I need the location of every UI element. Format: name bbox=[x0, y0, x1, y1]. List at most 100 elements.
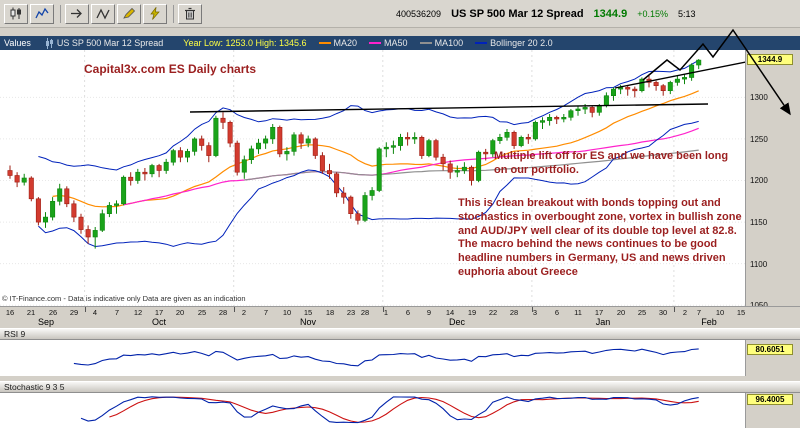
contract-id: 400536209 bbox=[396, 9, 442, 19]
rsi-panel: 80.6051 bbox=[0, 340, 800, 376]
date-tick-label: 25 bbox=[197, 308, 207, 317]
month-tick bbox=[85, 307, 86, 312]
month-label: Jan bbox=[595, 317, 611, 327]
legend-ma100-label: MA100 bbox=[434, 38, 464, 48]
price-tick-label: 1150 bbox=[750, 218, 768, 227]
date-tick-label: 16 bbox=[5, 308, 15, 317]
price-axis: 1344.9 1300 1250 1200 1150 1100 1050 bbox=[745, 50, 800, 310]
date-tick-label: 23 bbox=[346, 308, 356, 317]
legend-ma50-label: MA50 bbox=[384, 38, 408, 48]
month-label: Feb bbox=[701, 317, 717, 327]
date-tick-label: 3 bbox=[532, 308, 538, 317]
stochastic-canvas[interactable] bbox=[0, 393, 745, 428]
ma20-line bbox=[52, 90, 699, 208]
trendline-tool-icon bbox=[96, 8, 110, 20]
price-tick-label: 1250 bbox=[750, 135, 768, 144]
date-tick-label: 12 bbox=[133, 308, 143, 317]
trendline-2[interactable] bbox=[614, 61, 745, 89]
date-tick-label: 19 bbox=[467, 308, 477, 317]
candlestick-icon bbox=[10, 7, 21, 20]
date-tick-label: 25 bbox=[637, 308, 647, 317]
legend-instrument-label: US SP 500 Mar 12 Spread bbox=[56, 38, 164, 48]
month-tick bbox=[383, 307, 384, 312]
legend-ma50[interactable]: MA50 bbox=[369, 38, 408, 48]
trash-icon bbox=[185, 7, 195, 20]
year-range-label: Year Low: 1253.0 High: 1345.6 bbox=[183, 38, 307, 48]
instrument-name: US SP 500 Mar 12 Spread bbox=[451, 8, 584, 20]
legend-ma100[interactable]: MA100 bbox=[419, 38, 464, 48]
date-tick-label: 10 bbox=[282, 308, 292, 317]
chart-title-annotation: Capital3x.com ES Daily charts bbox=[84, 62, 257, 76]
ma50-line bbox=[123, 127, 699, 206]
price-tick-label: 1200 bbox=[750, 176, 768, 185]
rsi-header[interactable]: RSI 9 bbox=[0, 328, 800, 340]
date-tick-label: 7 bbox=[114, 308, 120, 317]
date-tick-label: 21 bbox=[26, 308, 36, 317]
date-tick-label: 28 bbox=[360, 308, 370, 317]
date-tick-label: 6 bbox=[405, 308, 411, 317]
trendline-1[interactable] bbox=[189, 103, 709, 113]
date-tick-label: 15 bbox=[736, 308, 746, 317]
stochastic-d-line bbox=[109, 396, 699, 423]
values-label: Values bbox=[4, 38, 31, 48]
note-annotation-2: This is clean breakout with bonds toppin… bbox=[458, 197, 742, 278]
time-axis: 16 21 26 29 4 7 12 17 20 25 28 2 7 10 15 18 23 28 1 6 9 14 19 2… bbox=[0, 306, 800, 328]
date-tick-label: 28 bbox=[509, 308, 519, 317]
legend-instrument[interactable]: US SP 500 Mar 12 Spread bbox=[45, 37, 164, 49]
legend-ma20[interactable]: MA20 bbox=[318, 38, 358, 48]
date-tick-label: 6 bbox=[554, 308, 560, 317]
note-annotation-1: Multiple lift off for ES and we have bee… bbox=[494, 150, 729, 176]
line-chart-button[interactable] bbox=[30, 3, 54, 24]
ma100-swatch bbox=[419, 42, 432, 44]
date-tick-label: 22 bbox=[488, 308, 498, 317]
rsi-value-box: 80.6051 bbox=[747, 344, 793, 355]
delete-drawings-button[interactable] bbox=[178, 3, 202, 24]
month-tick bbox=[234, 307, 235, 312]
eraser-tool-button[interactable] bbox=[143, 3, 167, 24]
legend-ma20-label: MA20 bbox=[333, 38, 358, 48]
pointer-arrow-icon bbox=[71, 9, 82, 18]
legend-bollinger[interactable]: Bollinger 20 2.0 bbox=[475, 38, 553, 48]
last-price: 1344.9 bbox=[593, 8, 628, 20]
toolbar-separator bbox=[60, 4, 61, 23]
stochastic-header[interactable]: Stochastic 9 3 5 bbox=[0, 381, 800, 393]
date-tick-label: 4 bbox=[92, 308, 98, 317]
date-tick-label: 7 bbox=[696, 308, 702, 317]
rsi-canvas[interactable] bbox=[0, 340, 745, 376]
bollinger-upper-line bbox=[38, 59, 699, 171]
date-tick-label: 9 bbox=[426, 308, 432, 317]
price-tick-label: 1300 bbox=[750, 93, 768, 102]
price-change-percent: +0.15% bbox=[637, 9, 668, 19]
date-tick-label: 11 bbox=[574, 308, 582, 317]
date-tick-label: 1 bbox=[383, 308, 389, 317]
main-toolbar: 400536209 US SP 500 Mar 12 Spread 1344.9… bbox=[0, 0, 800, 28]
quote-time: 5:13 bbox=[677, 9, 696, 19]
date-tick-label: 26 bbox=[48, 308, 58, 317]
main-chart-panel: 1344.9 1300 1250 1200 1150 1100 1050 Capital3… bbox=[0, 50, 800, 310]
bollinger-swatch bbox=[475, 42, 488, 44]
rsi-line bbox=[73, 348, 699, 367]
month-label: Oct bbox=[151, 317, 167, 327]
date-tick-label: 29 bbox=[69, 308, 79, 317]
date-tick-label: 2 bbox=[241, 308, 247, 317]
date-tick-label: 18 bbox=[325, 308, 335, 317]
price-tick-label: 1050 bbox=[750, 301, 768, 310]
legend-bollinger-label: Bollinger 20 2.0 bbox=[490, 38, 553, 48]
bollinger-lower-line bbox=[38, 120, 699, 248]
lightning-icon bbox=[150, 7, 160, 20]
date-tick-label: 17 bbox=[154, 308, 164, 317]
month-label: Nov bbox=[299, 317, 317, 327]
toolbar-separator bbox=[173, 4, 174, 23]
pointer-tool-button[interactable] bbox=[65, 3, 89, 24]
candlestick-icon bbox=[45, 37, 53, 49]
candlestick-view-button[interactable] bbox=[4, 3, 28, 24]
trendline-tool-button[interactable] bbox=[91, 3, 115, 24]
line-chart-icon bbox=[35, 7, 49, 19]
ma50-swatch bbox=[369, 42, 382, 44]
stochastic-k-line bbox=[80, 396, 699, 424]
date-tick-label: 28 bbox=[218, 308, 228, 317]
date-tick-label: 7 bbox=[263, 308, 269, 317]
month-tick bbox=[674, 307, 675, 312]
draw-tool-button[interactable] bbox=[117, 3, 141, 24]
